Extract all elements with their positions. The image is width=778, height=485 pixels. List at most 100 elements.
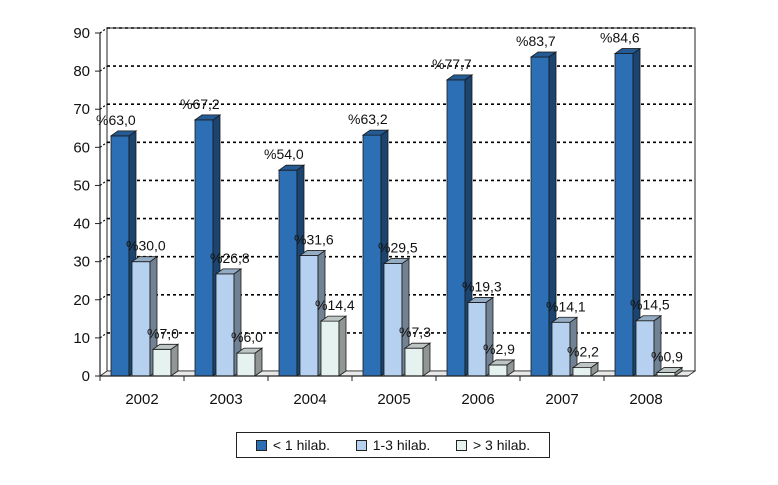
- data-label: %83,7: [516, 33, 556, 49]
- bar: [152, 348, 172, 377]
- bar: [488, 364, 508, 377]
- data-label: %63,2: [348, 111, 388, 127]
- legend-item-less-1: < 1 hilab.: [255, 437, 331, 453]
- gridline-side: [99, 332, 108, 339]
- bar: [614, 53, 634, 377]
- bar: [467, 302, 487, 377]
- bar-top: [109, 130, 138, 137]
- x-tick-label: 2007: [545, 391, 578, 408]
- x-tick-label: 2002: [125, 391, 158, 408]
- gridline-side: [99, 294, 108, 301]
- y-tick-label: 90: [73, 25, 90, 42]
- legend-swatch-icon: [355, 439, 367, 451]
- data-label: %63,0: [96, 112, 136, 128]
- bar-top: [298, 250, 327, 256]
- bar-top: [634, 315, 663, 322]
- data-label: %7,0: [147, 325, 179, 341]
- bar-side: [653, 314, 662, 377]
- x-tick-label: 2006: [461, 391, 494, 408]
- legend-swatch-icon: [455, 439, 467, 451]
- gridline-side: [99, 141, 108, 148]
- y-tick-label: 50: [73, 177, 90, 194]
- bar-top: [571, 362, 600, 369]
- bar-side: [422, 342, 431, 377]
- y-tick-label: 70: [73, 101, 90, 118]
- data-label: %14,5: [630, 297, 670, 313]
- bar: [320, 320, 340, 377]
- data-label: %19,3: [462, 278, 502, 294]
- data-label: %7,3: [399, 324, 431, 340]
- legend-item-more-3: > 3 hilab.: [455, 437, 531, 453]
- bar-top: [550, 316, 579, 323]
- legend-label: > 3 hilab.: [472, 437, 531, 453]
- data-label: %54,0: [264, 146, 304, 162]
- y-tick-label: 20: [73, 292, 90, 309]
- gridline-side: [99, 256, 108, 263]
- y-tick-label: 60: [73, 139, 90, 156]
- bar-top: [613, 48, 642, 54]
- bar: [131, 261, 151, 377]
- data-label: %26,8: [210, 250, 250, 266]
- bar-side: [338, 315, 347, 377]
- y-tick-label: 30: [73, 254, 90, 271]
- x-tick-label: 2004: [293, 391, 326, 408]
- bar-top: [130, 256, 159, 263]
- bar-top: [151, 343, 180, 350]
- data-label: %2,9: [483, 341, 515, 357]
- y-tick-label: 40: [73, 216, 90, 233]
- data-label: %0,9: [651, 349, 683, 365]
- bar-top: [235, 347, 264, 354]
- bar-top: [319, 315, 348, 322]
- legend-label: < 1 hilab.: [272, 437, 331, 453]
- bar-top: [277, 164, 306, 171]
- data-label: %77,7: [432, 56, 472, 72]
- y-tick-label: 10: [73, 330, 90, 347]
- bar-top: [529, 51, 558, 58]
- y-tick-label: 80: [73, 63, 90, 80]
- gridline-side: [99, 27, 108, 34]
- bar-top: [214, 268, 243, 275]
- data-labels: %63,0 %30,0 %7,0 %67,2 %26,8 %6,0 %54,0 %31,6 %1…: [96, 30, 683, 365]
- bar: [446, 79, 466, 377]
- bar: [572, 367, 592, 377]
- bar: [404, 347, 424, 377]
- axes: 0 10 20 30 40 50 60 70 80 90 2002 2003 2004 2005 2006 2…: [73, 25, 688, 408]
- data-label: %29,5: [378, 240, 418, 256]
- gridline-side: [99, 103, 108, 110]
- bar-top: [193, 114, 222, 121]
- bar-top: [361, 129, 390, 136]
- legend: < 1 hilab. 1-3 hilab. > 3 hilab.: [236, 432, 550, 458]
- gridline-side: [99, 179, 108, 186]
- bar-top: [403, 342, 432, 349]
- bar: [110, 135, 130, 377]
- data-label: %30,0: [126, 238, 166, 254]
- x-tick-label: 2003: [209, 391, 242, 408]
- data-label: %31,6: [294, 232, 334, 248]
- data-label: %14,1: [546, 298, 586, 314]
- bar: [530, 56, 550, 377]
- x-tick-label: 2005: [377, 391, 410, 408]
- data-label: %84,6: [600, 30, 640, 46]
- bar-top: [382, 258, 411, 264]
- bar-top: [466, 297, 495, 303]
- legend-swatch-icon: [255, 439, 267, 451]
- bar: [215, 273, 235, 377]
- y-tick-label: 0: [82, 368, 90, 385]
- bar: [278, 169, 298, 377]
- legend-label: 1-3 hilab.: [372, 437, 431, 453]
- gridline-side: [99, 65, 108, 72]
- x-tick-label: 2008: [629, 391, 662, 408]
- bar-side: [170, 343, 179, 377]
- data-label: %6,0: [231, 329, 263, 345]
- data-label: %2,2: [567, 344, 599, 360]
- bar-top: [487, 359, 516, 366]
- data-label: %67,2: [180, 96, 220, 112]
- bar: [194, 119, 214, 377]
- legend-item-1-3: 1-3 hilab.: [355, 437, 431, 453]
- bar: [236, 352, 256, 377]
- bars: [109, 47, 684, 377]
- bar: [383, 263, 403, 377]
- data-label: %14,4: [315, 297, 355, 313]
- gridline-side: [99, 218, 108, 225]
